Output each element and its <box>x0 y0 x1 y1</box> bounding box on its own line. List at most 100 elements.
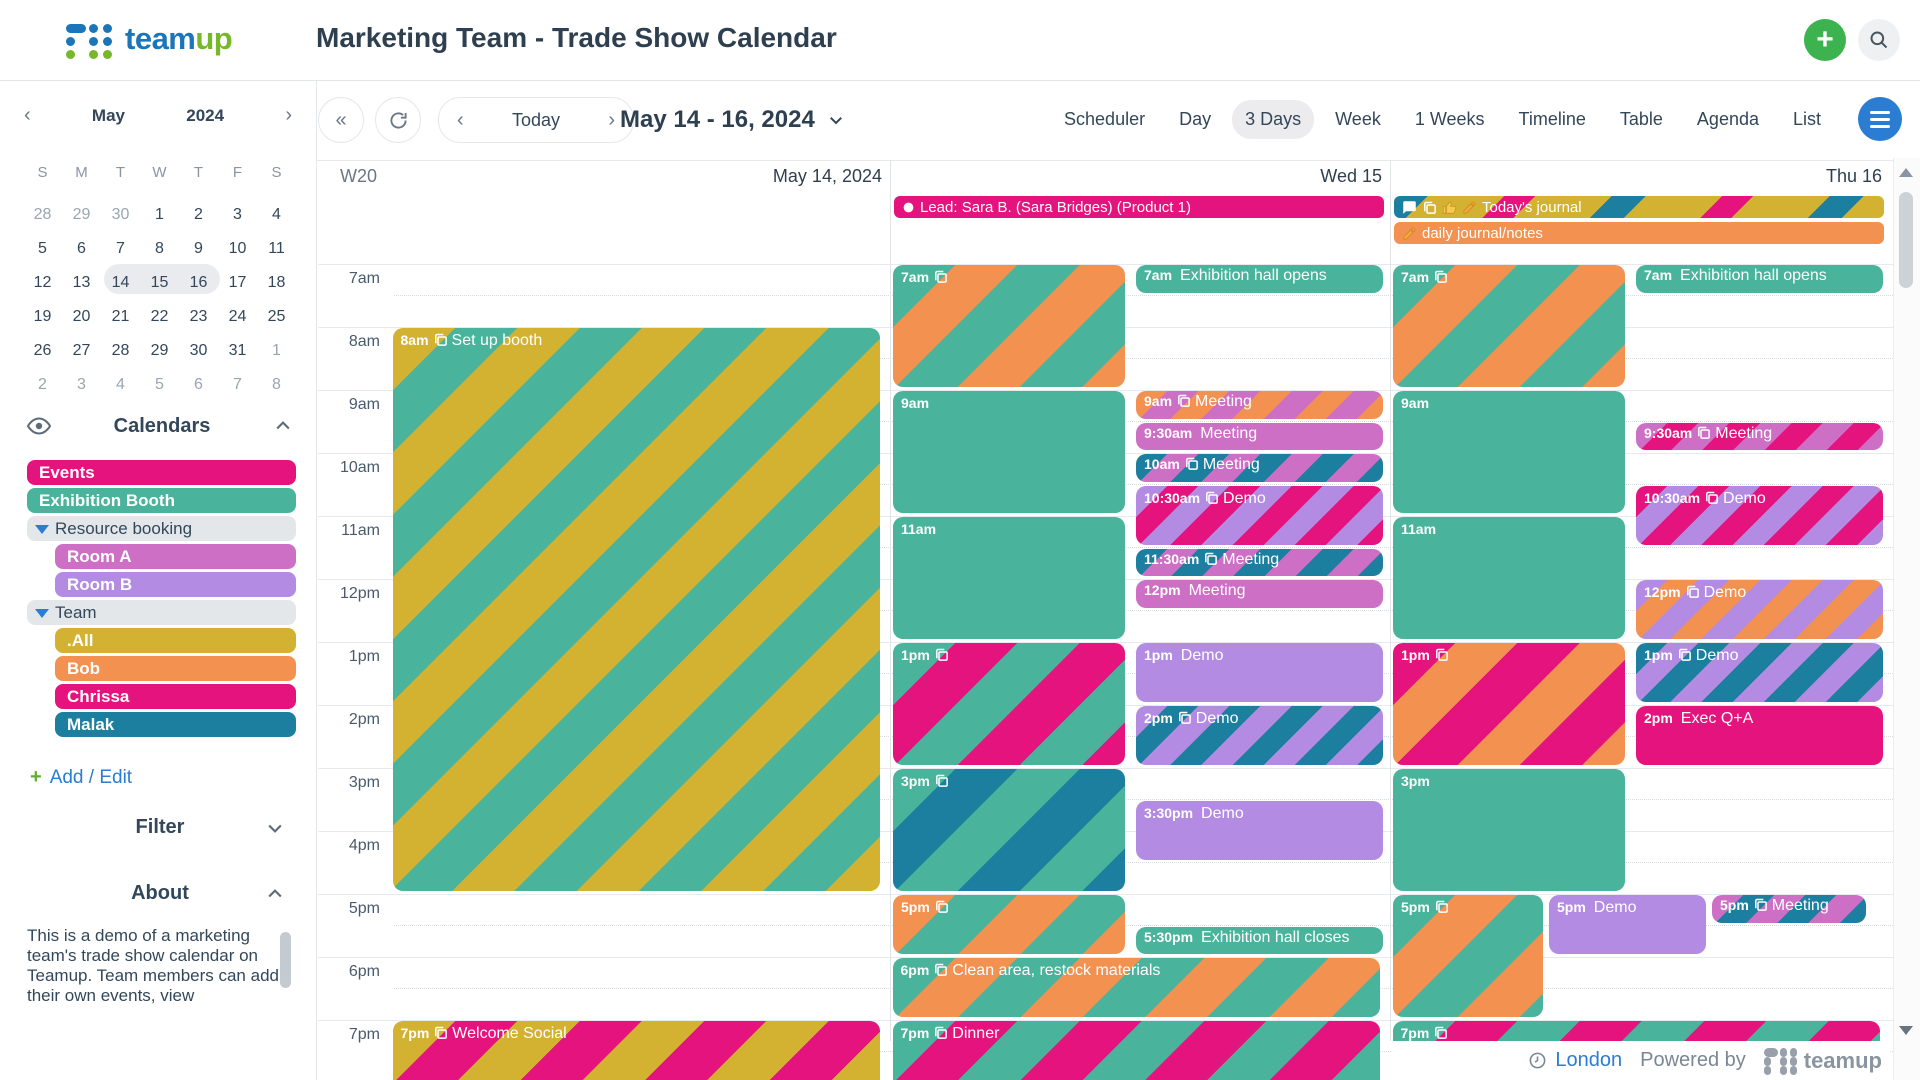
mini-calendar-day[interactable]: 1 <box>272 342 281 359</box>
mini-calendar-day[interactable]: 28 <box>111 342 130 359</box>
tab-timeline[interactable]: Timeline <box>1518 108 1586 129</box>
tab-agenda[interactable]: Agenda <box>1696 108 1759 129</box>
sidebar-item-chrissa[interactable]: Chrissa <box>55 684 296 709</box>
mini-calendar-day[interactable]: 30 <box>189 342 208 359</box>
about-header[interactable]: About <box>27 882 293 905</box>
tab-week[interactable]: Week <box>1335 108 1381 129</box>
event-2pm-exec-q-a[interactable]: 2pm Exec Q+A <box>1636 706 1883 765</box>
mini-calendar-day[interactable]: 9 <box>194 240 203 257</box>
event-1pm[interactable]: 1pm <box>1393 643 1625 765</box>
tab-scheduler[interactable]: Scheduler <box>1064 108 1146 129</box>
event-12pm-meeting[interactable]: 12pm Meeting <box>1136 580 1383 608</box>
add-event-button[interactable]: + <box>1804 19 1846 61</box>
mini-calendar-day-selected[interactable]: 15 <box>150 274 169 291</box>
mini-calendar-day[interactable]: 7 <box>116 240 125 257</box>
mini-calendar-day[interactable]: 2 <box>38 376 47 393</box>
event-11am[interactable]: 11am <box>1393 517 1625 639</box>
event-5-30pm-exhibition-hall-closes[interactable]: 5:30pm Exhibition hall closes <box>1136 926 1383 954</box>
event-7pm-welcome-social[interactable]: 7pm Welcome Social <box>392 1021 880 1080</box>
tab-3-days[interactable]: 3 Days <box>1232 99 1315 139</box>
scrollbar-track[interactable] <box>1893 158 1920 1080</box>
event-3-30pm-demo[interactable]: 3:30pm Demo <box>1136 800 1383 860</box>
mini-calendar-day[interactable]: 27 <box>72 342 91 359</box>
event-5pm-demo[interactable]: 5pm Demo <box>1549 895 1706 954</box>
event-3pm[interactable]: 3pm <box>893 769 1125 891</box>
mini-calendar-day-selected[interactable]: 16 <box>189 274 208 291</box>
event-7pm-dinner[interactable]: 7pm Dinner <box>892 1021 1380 1080</box>
mini-calendar-day[interactable]: 5 <box>38 240 47 257</box>
event-7am-exhibition-hall-opens[interactable]: 7am Exhibition hall opens <box>1636 265 1883 293</box>
sidebar-item-malak[interactable]: Malak <box>55 712 296 737</box>
mini-calendar-day[interactable]: 8 <box>155 240 164 257</box>
eye-icon[interactable] <box>27 414 51 438</box>
mini-calendar-day[interactable]: 19 <box>33 308 52 325</box>
event-9am[interactable]: 9am <box>893 391 1125 513</box>
sidebar-item-bob[interactable]: Bob <box>55 656 296 681</box>
mini-prev-month-button[interactable]: ‹ <box>24 104 31 126</box>
event-2pm-demo[interactable]: 2pm Demo <box>1136 706 1383 765</box>
day-header-may-14-2024[interactable]: W20 May 14, 2024 <box>340 166 882 187</box>
mini-calendar-day[interactable]: 5 <box>155 376 164 393</box>
scrollbar-thumb[interactable] <box>1899 192 1913 288</box>
today-button[interactable]: Today <box>511 109 561 130</box>
mini-calendar-day[interactable]: 17 <box>228 274 247 291</box>
sidebar-item-exhibition-booth[interactable]: Exhibition Booth <box>27 488 296 513</box>
event-1pm-demo[interactable]: 1pm Demo <box>1636 643 1883 702</box>
mini-calendar-day[interactable]: 3 <box>77 376 86 393</box>
mini-calendar-day[interactable]: 10 <box>228 240 247 257</box>
teamup-logo-icon[interactable] <box>66 20 114 60</box>
add-edit-link[interactable]: + Add / Edit <box>30 766 132 789</box>
mini-calendar-day[interactable]: 8 <box>272 376 281 393</box>
mini-calendar-day[interactable]: 4 <box>116 376 125 393</box>
event-11am[interactable]: 11am <box>893 517 1125 639</box>
mini-calendar-day[interactable]: 13 <box>72 274 91 291</box>
event-5pm[interactable]: 5pm <box>893 895 1125 954</box>
mini-calendar-day[interactable]: 29 <box>150 342 169 359</box>
filter-header[interactable]: Filter <box>27 816 293 839</box>
scrollbar-down-arrow[interactable] <box>1899 1026 1913 1035</box>
timezone-link[interactable]: London <box>1555 1049 1623 1071</box>
about-scrollbar-thumb[interactable] <box>280 932 291 988</box>
mini-calendar-day[interactable]: 30 <box>111 206 130 223</box>
mini-calendar-day[interactable]: 3 <box>233 206 242 223</box>
mini-calendar-day[interactable]: 7 <box>233 376 242 393</box>
refresh-button[interactable] <box>375 97 421 143</box>
mini-calendar-day[interactable]: 26 <box>33 342 52 359</box>
mini-calendar-day[interactable]: 23 <box>189 308 208 325</box>
mini-calendar-day-selected[interactable]: 14 <box>111 274 130 291</box>
mini-calendar-day[interactable]: 21 <box>111 308 130 325</box>
event-1pm-demo[interactable]: 1pm Demo <box>1136 643 1383 702</box>
event-5pm-meeting[interactable]: 5pm Meeting <box>1712 895 1866 923</box>
collapse-about-icon[interactable] <box>265 884 285 904</box>
allday-event-lead-sara-b-sara-bridges-product-1[interactable]: Lead: Sara B. (Sara Bridges) (Product 1) <box>894 196 1384 218</box>
mini-calendar-day[interactable]: 4 <box>272 206 281 223</box>
mini-calendar-day[interactable]: 24 <box>228 308 247 325</box>
mini-calendar-day[interactable]: 22 <box>150 308 169 325</box>
event-7am[interactable]: 7am <box>1393 265 1625 387</box>
footer-teamup-logo[interactable]: teamup <box>1763 1048 1882 1075</box>
event-7am-exhibition-hall-opens[interactable]: 7am Exhibition hall opens <box>1136 265 1383 293</box>
event-7am[interactable]: 7am <box>893 265 1125 387</box>
mini-calendar-day[interactable]: 12 <box>33 274 52 291</box>
day-header-wed-15[interactable]: Wed 15 <box>890 166 1382 187</box>
event-10-30am-demo[interactable]: 10:30am Demo <box>1136 485 1383 545</box>
mini-calendar-day[interactable]: 29 <box>72 206 91 223</box>
event-9-30am-meeting[interactable]: 9:30am Meeting <box>1636 422 1883 450</box>
event-1pm[interactable]: 1pm <box>893 643 1125 765</box>
event-11-30am-meeting[interactable]: 11:30am Meeting <box>1136 548 1383 576</box>
event-3pm[interactable]: 3pm <box>1393 769 1625 891</box>
mini-calendar-day[interactable]: 28 <box>33 206 52 223</box>
mini-calendar-day[interactable]: 1 <box>155 206 164 223</box>
sidebar-group-resource-booking[interactable]: Resource booking <box>27 516 296 541</box>
mini-next-month-button[interactable]: › <box>285 104 292 126</box>
event-9am[interactable]: 9am <box>1393 391 1625 513</box>
scrollbar-up-arrow[interactable] <box>1899 168 1913 177</box>
mini-calendar-day[interactable]: 6 <box>194 376 203 393</box>
teamup-logo[interactable]: teamup <box>125 21 233 57</box>
event-12pm-demo[interactable]: 12pm Demo <box>1636 580 1883 639</box>
event-10am-meeting[interactable]: 10am Meeting <box>1136 454 1383 482</box>
expand-filter-icon[interactable] <box>265 818 285 838</box>
sidebar-item-room-b[interactable]: Room B <box>55 572 296 597</box>
search-button[interactable] <box>1858 19 1900 61</box>
mini-calendar-day[interactable]: 2 <box>194 206 203 223</box>
